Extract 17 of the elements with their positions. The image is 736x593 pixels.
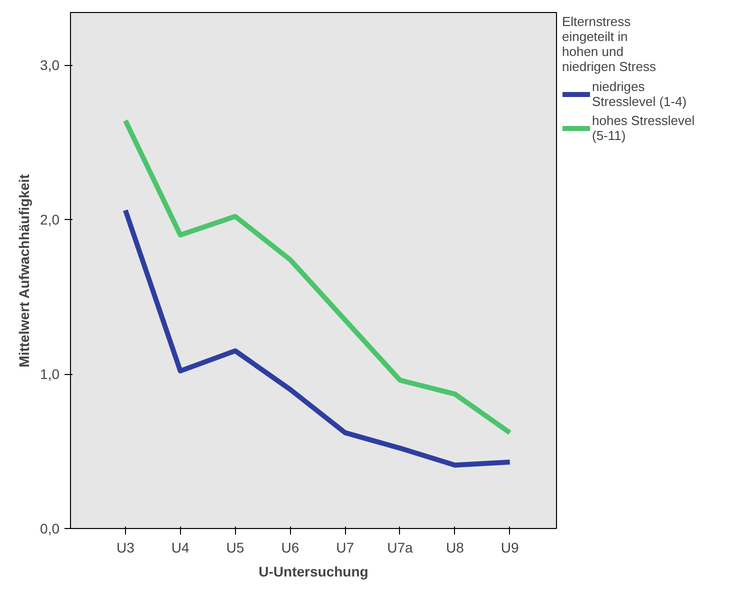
legend-label: niedriges Stresslevel (1-4) (592, 79, 687, 109)
y-tick-label: 1,0 (40, 366, 60, 382)
x-tick-label: U4 (171, 540, 190, 556)
x-tick-label: U3 (116, 540, 135, 556)
y-axis-title: Mittelwert Aufwachhäufigkeit (16, 174, 32, 368)
x-tick-label: U6 (281, 540, 300, 556)
legend-title: Elternstress eingeteilt in hohen und niedrigen Stress (562, 14, 657, 74)
x-tick-label: U9 (500, 540, 519, 556)
x-tick-label: U5 (226, 540, 244, 556)
y-tick-label: 0,0 (40, 520, 60, 536)
y-tick-label: 2,0 (40, 212, 60, 228)
legend-label: hohes Stresslevel (5-11) (592, 113, 695, 143)
y-tick-label: 3,0 (40, 57, 60, 74)
x-tick-label: U8 (446, 540, 464, 556)
x-axis-title: U-Untersuchung (258, 564, 368, 580)
x-tick-label: U7a (387, 540, 414, 556)
x-tick-label: U7 (336, 540, 354, 556)
